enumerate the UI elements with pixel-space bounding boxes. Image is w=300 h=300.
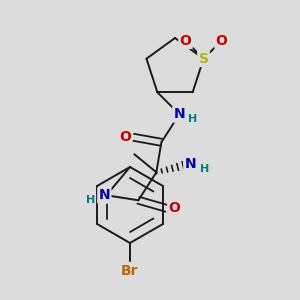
- Text: H: H: [188, 114, 197, 124]
- Text: N: N: [99, 188, 110, 202]
- Text: H: H: [86, 195, 95, 205]
- Text: N: N: [174, 107, 185, 121]
- Text: O: O: [119, 130, 131, 144]
- Text: N: N: [184, 157, 196, 171]
- Text: O: O: [180, 34, 191, 48]
- Text: Br: Br: [121, 264, 139, 278]
- Text: H: H: [200, 164, 209, 174]
- Text: O: O: [216, 34, 227, 48]
- Text: O: O: [168, 201, 180, 215]
- Text: S: S: [199, 52, 208, 66]
